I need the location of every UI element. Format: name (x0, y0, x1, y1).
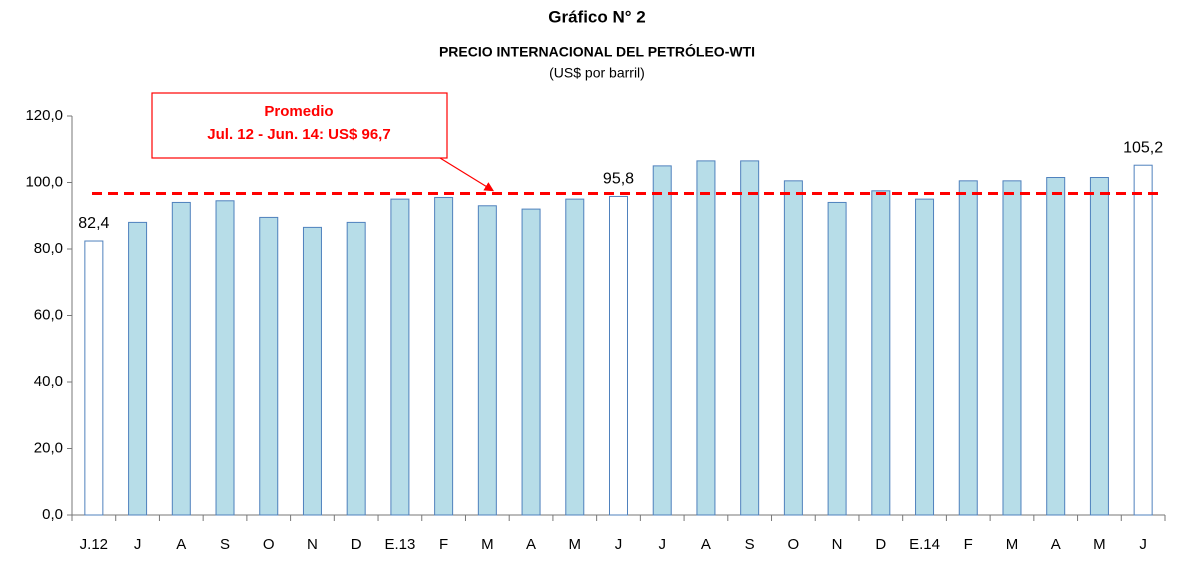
bar (1133, 164, 1153, 516)
x-tick-label: O (788, 536, 800, 553)
chart-subtitle: PRECIO INTERNACIONAL DEL PETRÓLEO-WTI (439, 43, 755, 60)
bar (434, 196, 454, 516)
x-tick-label: D (875, 536, 886, 553)
x-tick-label: J (134, 536, 142, 553)
x-tick-label: A (526, 536, 536, 553)
value-label: 82,4 (78, 215, 109, 232)
x-tick-label: O (263, 536, 275, 553)
unit-label: (US$ por barril) (549, 65, 645, 81)
x-tick-label: N (832, 536, 843, 553)
x-tick-label: J.12 (80, 536, 108, 553)
x-tick-label: J (615, 536, 623, 553)
x-tick-label: M (1006, 536, 1019, 553)
bar (521, 208, 541, 516)
x-tick-label: A (1051, 536, 1061, 553)
annotation-text: Jul. 12 - Jun. 14: US$ 96,7 (207, 126, 390, 143)
bar (1089, 177, 1109, 516)
bar (565, 198, 585, 516)
bar (1046, 177, 1066, 516)
bar (302, 226, 322, 516)
y-tick-label: 80,0 (34, 240, 63, 257)
bar (827, 201, 847, 516)
y-tick-label: 20,0 (34, 439, 63, 456)
x-tick-label: S (745, 536, 755, 553)
x-tick-label: E.14 (909, 536, 940, 553)
bar (652, 165, 672, 516)
bar (915, 198, 935, 516)
x-tick-label: S (220, 536, 230, 553)
bar (740, 160, 760, 516)
bar (215, 200, 235, 516)
bar (171, 201, 191, 516)
bar (871, 190, 891, 516)
x-tick-label: E.13 (384, 536, 415, 553)
x-tick-label: M (481, 536, 494, 553)
annotation-arrow (439, 157, 495, 192)
x-tick-label: M (569, 536, 582, 553)
x-tick-label: D (351, 536, 362, 553)
bar (346, 221, 366, 516)
annotation-text: Promedio (264, 103, 333, 120)
bar (609, 195, 628, 516)
value-label: 95,8 (603, 171, 634, 188)
y-tick-label: 60,0 (34, 306, 63, 323)
x-tick-label: F (439, 536, 448, 553)
bar (84, 240, 104, 516)
x-tick-label: F (964, 536, 973, 553)
y-tick-label: 0,0 (42, 506, 63, 523)
bar (390, 198, 410, 516)
x-tick-label: M (1093, 536, 1106, 553)
x-tick-label: A (176, 536, 186, 553)
x-tick-label: J (1139, 536, 1147, 553)
annotation-box (151, 92, 448, 159)
y-tick-label: 40,0 (34, 373, 63, 390)
bar (477, 205, 497, 516)
bar (128, 221, 148, 516)
y-tick-label: 120,0 (25, 107, 63, 124)
bar (696, 160, 716, 516)
bar (783, 180, 803, 516)
x-tick-label: A (701, 536, 711, 553)
x-tick-label: J (658, 536, 666, 553)
y-tick-label: 100,0 (25, 173, 63, 190)
bar (259, 216, 279, 516)
bar (958, 180, 978, 516)
value-label: 105,2 (1123, 139, 1163, 156)
bar (1002, 180, 1022, 516)
x-tick-label: N (307, 536, 318, 553)
chart-title: Gráfico N° 2 (548, 7, 646, 26)
